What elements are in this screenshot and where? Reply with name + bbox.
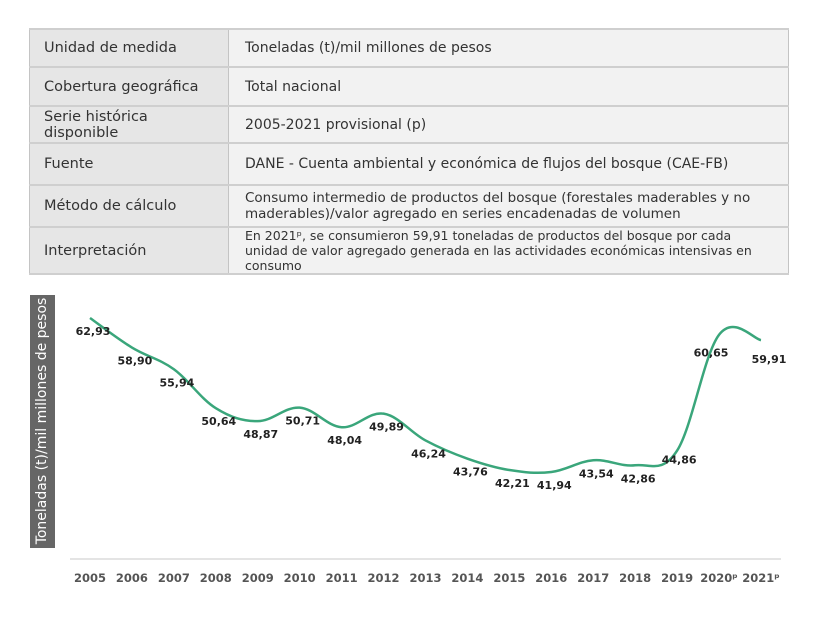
data-label: 44,86 [662, 454, 697, 467]
data-label: 50,64 [201, 415, 236, 428]
row-value: Total nacional [228, 67, 789, 107]
data-label: 55,94 [159, 376, 194, 389]
x-tick-label: 2010 [284, 571, 316, 585]
data-label: 46,24 [411, 447, 446, 460]
x-tick-label: 2009 [242, 571, 274, 585]
data-label: 49,89 [369, 421, 404, 434]
x-tick-label: 2019 [661, 571, 693, 585]
data-label: 42,21 [495, 477, 530, 490]
x-axis-ticks: 2005 2006 2007 2008 2009 2010 2011 2012 2013 2014… [74, 571, 780, 585]
data-label: 42,86 [621, 472, 656, 485]
row-label: Serie histórica disponible [29, 106, 229, 144]
row-label: Método de cálculo [29, 185, 229, 228]
row-value: Toneladas (t)/mil millones de pesos [228, 29, 789, 68]
table-row: Unidad de medida Toneladas (t)/mil millo… [29, 29, 789, 68]
x-tick-label: 2013 [409, 571, 441, 585]
data-label: 48,04 [327, 434, 362, 447]
table-row: Interpretación En 2021ᵖ, se consumieron … [29, 227, 789, 275]
x-tick-label: 2008 [200, 571, 232, 585]
data-label: 41,94 [537, 479, 572, 492]
x-tick-label: 2018 [619, 571, 651, 585]
row-value: DANE - Cuenta ambiental y económica de f… [228, 143, 789, 186]
series-line [89, 316, 762, 475]
table-row: Método de cálculo Consumo intermedio de … [29, 185, 789, 228]
x-tick-label: 2020ᵖ [700, 571, 738, 585]
data-label: 48,87 [243, 428, 278, 441]
row-value: 2005-2021 provisional (p) [228, 106, 789, 144]
x-tick-label: 2016 [535, 571, 567, 585]
x-tick-label: 2021ᵖ [742, 571, 780, 585]
data-label: 62,93 [76, 325, 111, 338]
table-row: Cobertura geográfica Total nacional [29, 67, 789, 107]
x-tick-label: 2007 [158, 571, 190, 585]
row-label: Cobertura geográfica [29, 67, 229, 107]
x-tick-label: 2015 [493, 571, 525, 585]
y-axis-label-box [30, 295, 55, 548]
data-label: 50,71 [285, 415, 320, 428]
x-tick-label: 2012 [368, 571, 400, 585]
x-tick-label: 2006 [116, 571, 148, 585]
data-label: 60,65 [694, 347, 729, 360]
row-value: Consumo intermedio de productos del bosq… [228, 185, 789, 228]
x-tick-label: 2005 [74, 571, 106, 585]
table-row: Fuente DANE - Cuenta ambiental y económi… [29, 143, 789, 186]
table-row: Serie histórica disponible 2005-2021 pro… [29, 106, 789, 144]
data-label: 58,90 [118, 355, 153, 368]
data-label: 59,91 [752, 353, 787, 366]
x-tick-label: 2014 [451, 571, 483, 585]
data-label: 43,54 [579, 467, 614, 480]
row-value: En 2021ᵖ, se consumieron 59,91 toneladas… [228, 227, 789, 275]
x-tick-label: 2017 [577, 571, 609, 585]
data-label: 43,76 [453, 466, 488, 479]
indicator-info-table: Unidad de medida Toneladas (t)/mil millo… [29, 28, 789, 275]
x-tick-label: 2011 [326, 571, 358, 585]
row-label: Unidad de medida [29, 29, 229, 68]
row-label: Fuente [29, 143, 229, 186]
data-labels: 62,93 58,90 55,94 50,64 48,87 50,71 48,04 49,89… [76, 325, 787, 492]
row-label: Interpretación [29, 227, 229, 275]
